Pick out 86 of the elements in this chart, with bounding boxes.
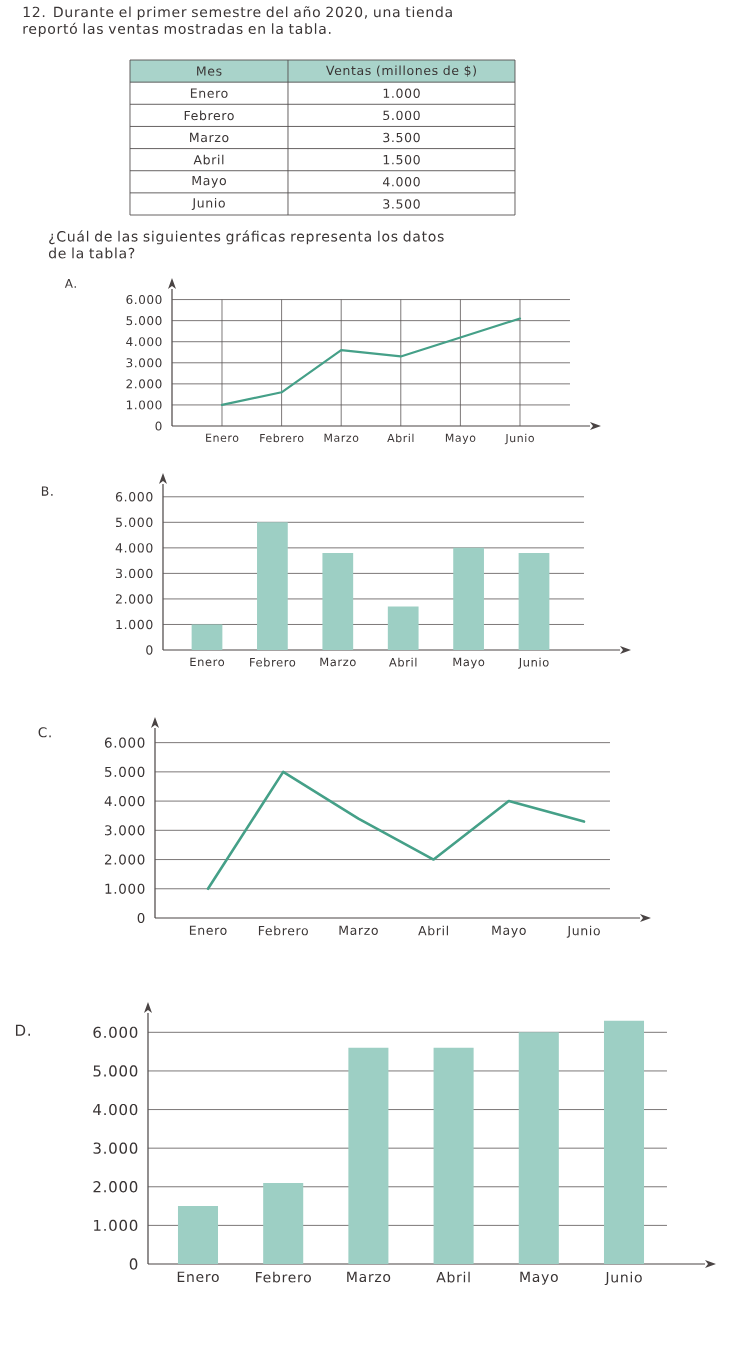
line-series	[220, 317, 522, 407]
y-tick-label: 5.000	[93, 1065, 138, 1077]
x-tick-label: Marzo	[347, 1271, 391, 1283]
x-tick-label: Enero	[190, 657, 225, 667]
y-tick-label: 1.000	[116, 619, 153, 630]
x-tick-label: Marzo	[320, 657, 356, 667]
x-tick-label: Enero	[206, 433, 239, 442]
y-tick-label: 6.000	[126, 295, 162, 305]
category-label: Junio	[191, 197, 225, 210]
x-tick-label: Marzo	[324, 433, 359, 442]
bar	[257, 522, 288, 651]
y-tick-label: 0	[155, 421, 162, 431]
bar	[518, 552, 550, 651]
text: 3.500	[383, 132, 420, 143]
text: D.	[15, 1024, 30, 1036]
text: 3.500	[383, 199, 420, 209]
y-tick-label: 3.000	[93, 1142, 138, 1154]
x-tick-label: Febrero	[260, 433, 304, 443]
text: C.	[38, 727, 51, 738]
bar	[191, 624, 223, 651]
text: Ventas (millones de $)	[326, 65, 476, 77]
y-tick-label: 3.000	[116, 568, 153, 579]
x-tick-label: Marzo	[339, 925, 378, 935]
y-tick-label: 3.000	[126, 358, 162, 368]
x-tick-label: Febrero	[256, 1271, 311, 1283]
y-tick-label: 6.000	[115, 492, 153, 502]
x-tick-label: Abril	[389, 657, 417, 667]
text: A.	[64, 279, 76, 288]
y-tick-label: 0	[137, 912, 145, 924]
text: 12. Durante el primer semestre del año 2020, una tienda reportó las ventas mostradas en la tabla.	[23, 6, 452, 37]
y-tick-label: 1.000	[105, 883, 145, 894]
x-tick-label: Enero	[177, 1271, 219, 1283]
y-tick-label: 3.000	[105, 825, 145, 836]
y-tick-label: 4.000	[115, 543, 153, 553]
bar	[453, 547, 484, 651]
bar	[348, 1047, 389, 1265]
bar	[322, 552, 354, 651]
y-tick-label: 0	[129, 1258, 138, 1270]
y-tick-label: 2.000	[126, 379, 162, 389]
x-tick-label: Mayo	[453, 657, 485, 669]
text: 5.000	[383, 110, 420, 121]
x-tick-label: Mayo	[492, 925, 526, 938]
bar	[603, 1020, 645, 1265]
category-label: Marzo	[190, 132, 229, 143]
y-tick-label: 0	[146, 645, 153, 655]
text: Mes	[197, 66, 222, 76]
bar	[177, 1206, 219, 1265]
x-tick-label: Febrero	[250, 657, 296, 667]
y-tick-label: 5.000	[105, 766, 145, 777]
y-tick-label: 4.000	[126, 337, 162, 347]
text: 1.500	[383, 154, 420, 165]
text: ¿Cuál de las siguientes gráficas representa los datos de la tabla?	[48, 230, 444, 259]
y-tick-label: 6.000	[93, 1026, 138, 1038]
y-tick-label: 2.000	[93, 1181, 138, 1193]
x-tick-label: Abril	[418, 925, 448, 936]
category-label: Abril	[193, 154, 224, 165]
x-tick-label: Abril	[436, 1271, 470, 1283]
x-tick-label: Febrero	[258, 925, 308, 936]
y-tick-label: 2.000	[104, 854, 145, 865]
bar	[387, 606, 419, 651]
line-series	[206, 770, 586, 891]
x-tick-label: Abril	[387, 433, 414, 443]
category-label: Febrero	[184, 110, 234, 121]
x-tick-label: Mayo	[445, 433, 476, 444]
y-tick-label: 4.000	[93, 1103, 138, 1116]
y-tick-label: 1.000	[126, 400, 162, 410]
y-tick-label: 5.000	[126, 316, 162, 326]
x-tick-label: Junio	[566, 925, 600, 938]
y-tick-label: 6.000	[104, 737, 145, 748]
x-tick-label: Mayo	[520, 1271, 558, 1285]
category-label: Mayo	[192, 175, 226, 188]
x-tick-label: Junio	[504, 433, 534, 445]
text: 1.000	[383, 88, 420, 98]
y-tick-label: 5.000	[116, 517, 153, 528]
text: B.	[41, 486, 53, 496]
x-tick-label: Junio	[604, 1271, 642, 1286]
y-tick-label: 2.000	[115, 594, 153, 604]
bar	[263, 1182, 304, 1265]
text: 4.000	[382, 177, 420, 187]
x-tick-label: Junio	[518, 657, 549, 669]
y-tick-label: 1.000	[94, 1219, 138, 1232]
category-label: Enero	[190, 88, 228, 98]
bar	[518, 1032, 559, 1265]
y-tick-label: 4.000	[104, 795, 145, 807]
x-tick-label: Enero	[189, 925, 227, 935]
bar	[433, 1047, 474, 1265]
